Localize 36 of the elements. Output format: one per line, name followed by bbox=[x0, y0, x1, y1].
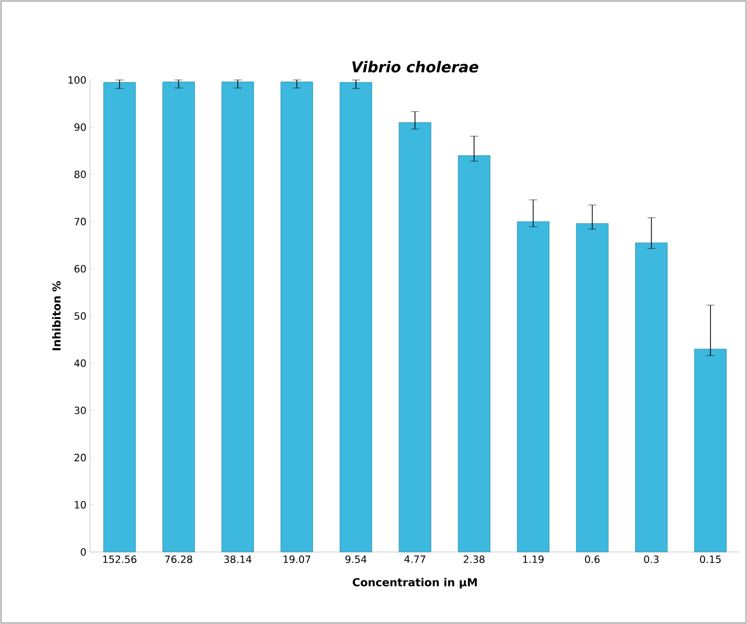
x-axis-title: Concentration in µM bbox=[352, 578, 477, 588]
x-tick-label: 0.6 bbox=[585, 555, 600, 564]
y-tick-label: 90 bbox=[74, 123, 86, 131]
x-tick-label: 76.28 bbox=[165, 555, 192, 564]
y-tick-label: 20 bbox=[74, 454, 86, 462]
x-tick-label: 0.3 bbox=[644, 555, 659, 564]
y-tick-label: 30 bbox=[74, 406, 86, 414]
y-axis-title: Inhibiton % bbox=[52, 281, 61, 350]
x-tick-label: 0.15 bbox=[700, 555, 721, 564]
x-tick-label: 4.77 bbox=[404, 556, 426, 563]
y-tick-label: 60 bbox=[74, 265, 86, 273]
bar bbox=[162, 82, 195, 552]
y-tick-label: 0 bbox=[80, 548, 86, 556]
y-tick-label: 10 bbox=[74, 501, 86, 509]
y-tick-label: 80 bbox=[74, 170, 86, 178]
y-tick-label: 40 bbox=[74, 359, 86, 367]
chart-title: Vibrio cholerae bbox=[352, 60, 478, 72]
bar bbox=[635, 242, 668, 552]
x-tick-label: 1.19 bbox=[523, 555, 544, 564]
bar bbox=[340, 82, 372, 552]
bar bbox=[103, 82, 136, 552]
x-tick-label: 152.56 bbox=[103, 555, 136, 564]
bar bbox=[458, 155, 490, 552]
x-tick-label: 2.38 bbox=[464, 555, 485, 564]
bar bbox=[398, 122, 432, 552]
bar bbox=[516, 221, 550, 552]
x-tick-label: 38.14 bbox=[224, 555, 252, 564]
x-tick-label: 19.07 bbox=[284, 555, 310, 564]
bar bbox=[280, 82, 314, 552]
y-tick-label: 70 bbox=[74, 218, 86, 226]
bar bbox=[694, 348, 727, 552]
bar bbox=[222, 82, 254, 552]
y-tick-label: 50 bbox=[74, 312, 86, 320]
y-tick-label: 100 bbox=[68, 76, 86, 84]
x-tick-label: 9.54 bbox=[345, 555, 366, 564]
bar bbox=[576, 223, 608, 552]
